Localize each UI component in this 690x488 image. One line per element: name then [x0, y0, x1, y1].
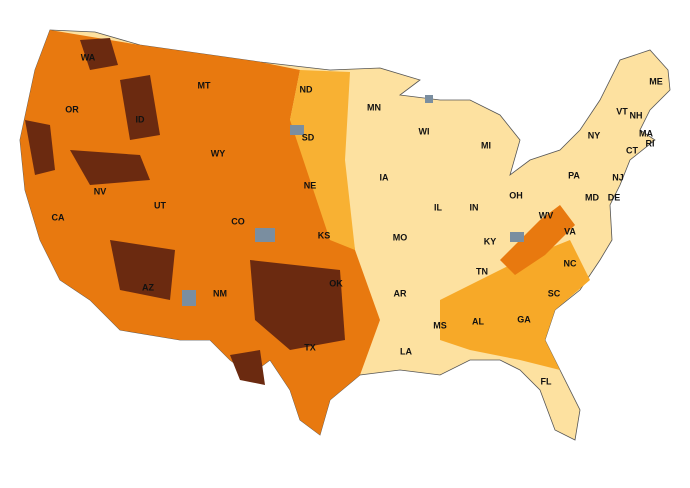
state-label: NJ	[612, 172, 624, 182]
state-label: FL	[541, 376, 552, 386]
dark-id	[120, 75, 160, 140]
state-label: KY	[484, 236, 497, 246]
state-label: IN	[470, 202, 479, 212]
state-label: NY	[588, 130, 601, 140]
state-label: WA	[81, 52, 96, 62]
state-label: NE	[304, 180, 317, 190]
state-label: MO	[393, 232, 408, 242]
state-label: KS	[318, 230, 331, 240]
state-label: MA	[639, 128, 653, 138]
state-label: MD	[585, 192, 599, 202]
state-label: CT	[626, 145, 638, 155]
gray-county	[290, 125, 304, 135]
state-label: DE	[608, 192, 621, 202]
state-label: AL	[472, 316, 484, 326]
state-label: GA	[517, 314, 531, 324]
state-label: VT	[616, 106, 628, 116]
state-label: MT	[198, 80, 211, 90]
state-label: CA	[52, 212, 65, 222]
state-label: ID	[136, 114, 146, 124]
gray-county	[510, 232, 524, 242]
state-label: WY	[211, 148, 226, 158]
state-label: IA	[380, 172, 390, 182]
state-label: AR	[394, 288, 407, 298]
dark-tx	[250, 260, 345, 350]
state-label: AZ	[142, 282, 154, 292]
state-label: ND	[300, 84, 313, 94]
gray-county	[182, 290, 196, 306]
dark-az	[110, 240, 175, 300]
dark-ca	[25, 120, 55, 175]
appalachia	[500, 205, 575, 275]
southeast-band	[440, 240, 590, 370]
state-label: VA	[564, 226, 576, 236]
state-label: WV	[539, 210, 554, 220]
gray-county	[425, 95, 433, 103]
state-label: TX	[304, 342, 316, 352]
state-label: OH	[509, 190, 523, 200]
plains-light	[290, 70, 355, 250]
state-label: RI	[646, 138, 655, 148]
state-label: TN	[476, 266, 488, 276]
state-label: SD	[302, 132, 315, 142]
state-label: OR	[65, 104, 79, 114]
state-label: WI	[419, 126, 430, 136]
state-label: OK	[329, 278, 343, 288]
state-label: UT	[154, 200, 166, 210]
dark-bigbend	[230, 350, 265, 385]
state-label: ME	[649, 76, 663, 86]
dark-nv	[70, 150, 150, 185]
gray-county	[255, 228, 275, 242]
state-label: PA	[568, 170, 580, 180]
state-label: IL	[434, 202, 443, 212]
state-label: NM	[213, 288, 227, 298]
state-label: MS	[433, 320, 447, 330]
state-label: SC	[548, 288, 561, 298]
state-label: LA	[400, 346, 412, 356]
state-label: NV	[94, 186, 107, 196]
state-label: MI	[481, 140, 491, 150]
state-label: NC	[564, 258, 577, 268]
dark-nw	[80, 38, 118, 70]
state-label: MN	[367, 102, 381, 112]
state-label: NH	[630, 110, 643, 120]
state-label: CO	[231, 216, 245, 226]
